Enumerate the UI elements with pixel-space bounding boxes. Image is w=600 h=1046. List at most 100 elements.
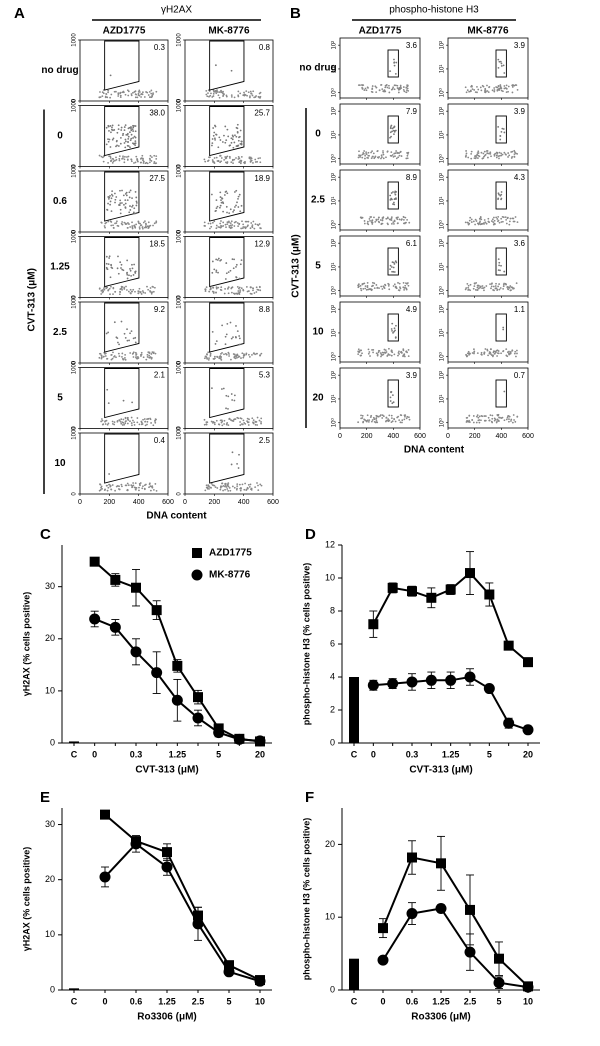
event-dot [100,420,103,423]
event-dot [483,289,485,292]
event-dot [205,355,208,358]
event-dot [389,194,392,197]
event-dot [480,223,483,225]
event-dot [120,320,123,323]
event-dot [486,348,489,351]
event-dot [500,130,503,133]
x-tick-label: 600 [414,433,426,440]
event-dot [253,227,256,230]
event-dot [406,154,409,157]
y-tick-label: 10⁰ [331,220,338,230]
event-dot [504,153,507,156]
event-dot [108,287,111,290]
event-dot [151,485,154,488]
event-dot [468,414,471,417]
event-dot [210,92,212,95]
event-dot [248,156,251,159]
event-dot [139,157,142,160]
event-dot [107,138,109,141]
event-dot [104,226,106,229]
event-dot [146,353,149,356]
x-tick-label: 1.25 [432,996,450,1006]
event-dot [252,287,254,290]
event-dot [408,221,411,224]
event-dot [370,414,373,417]
event-dot [237,290,240,292]
gated-events [105,124,137,149]
event-dot [395,150,398,152]
event-dot [401,218,403,221]
event-dot [119,189,121,192]
event-dot [229,157,231,159]
event-dot [204,160,207,163]
gate-percentage: 3.9 [406,371,418,380]
event-dot [124,140,127,143]
event-dot [389,127,392,130]
y-tick-label: 0 [72,295,78,299]
event-dot [381,354,383,357]
event-dot [390,155,393,157]
data-point [368,619,379,630]
gated-events [497,125,506,141]
event-dot [390,414,393,417]
event-dot [472,220,475,223]
event-dot [142,418,144,421]
event-dot [467,223,470,226]
event-dot [124,138,127,141]
event-dot [238,335,241,337]
gate-percentage: 3.6 [514,239,526,248]
event-dot [377,351,380,354]
event-dot [400,414,403,417]
plot-frame [447,103,529,165]
plot-frame [184,170,274,233]
event-dot [140,293,143,295]
event-dot [235,157,237,159]
event-dot [213,220,216,223]
event-dot [402,218,405,221]
event-dot [506,351,509,354]
gate [104,40,140,91]
event-dot [513,153,516,156]
event-dot [495,151,498,154]
event-dot [234,206,236,208]
event-dot [224,485,226,488]
event-dot [362,420,365,423]
event-dot [228,226,231,229]
event-dot [402,348,405,351]
event-dot [215,271,218,273]
event-dot [393,133,395,135]
event-dot [133,421,136,424]
event-dot [374,220,377,223]
plot-frame [184,105,274,167]
event-dot [386,86,389,89]
event-dot [499,86,502,89]
data-point [445,674,457,686]
event-dot [227,407,229,410]
event-dot [131,290,133,293]
event-dot [229,269,232,272]
event-dot [152,352,155,355]
y-tick-label: 10² [332,41,338,50]
event-dot [212,161,214,163]
event-dot [238,453,240,456]
event-dot [249,292,252,295]
event-dot [127,290,130,293]
event-dot [218,423,221,426]
x-tick-label: 20 [255,749,265,759]
event-dot [153,222,156,225]
event-cloud [98,154,158,165]
event-dot [483,155,485,158]
event-dot [126,339,129,342]
event-dot [149,159,151,161]
event-dot [110,285,112,288]
event-dot [225,226,227,229]
event-dot [228,417,231,420]
data-point [162,847,172,858]
gated-events [211,387,236,410]
event-dot [398,154,401,157]
event-dot [134,351,137,354]
event-dot [135,196,138,199]
event-dot [388,283,390,286]
event-dot [380,83,383,86]
y-tick-label: 10 [325,572,335,582]
